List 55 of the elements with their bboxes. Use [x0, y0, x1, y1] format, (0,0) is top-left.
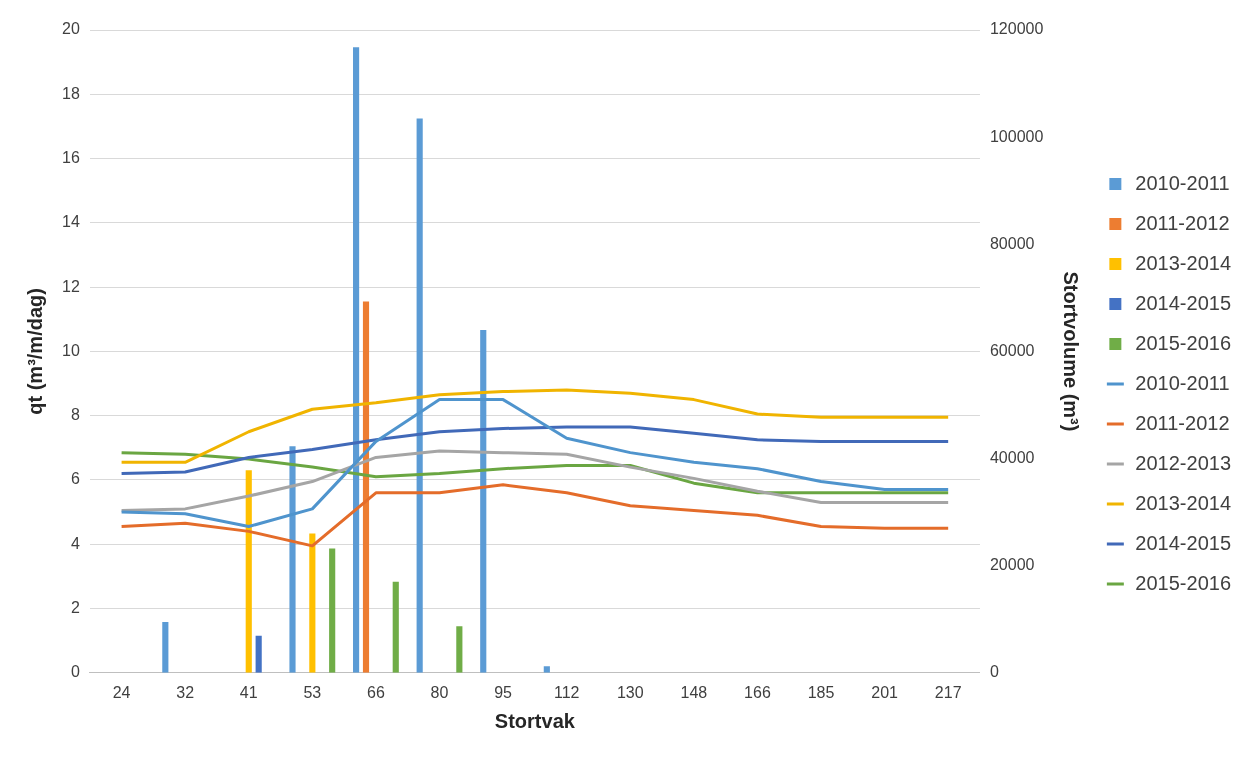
y-tick-label: 18: [62, 84, 80, 102]
y2-tick-label: 0: [989, 663, 999, 681]
legend-label: 2014-2015: [1135, 291, 1232, 314]
y2-tick-label: 40000: [989, 448, 1035, 466]
legend-label: 2010-2011: [1135, 171, 1230, 194]
y2-tick-label: 100000: [989, 127, 1044, 145]
x-tick-label: 185: [807, 683, 835, 701]
x-tick-label: 80: [430, 683, 449, 701]
x-axis-title: Stortvak: [494, 709, 576, 732]
y-tick-label: 8: [70, 406, 80, 424]
legend-label: 2013-2014: [1135, 251, 1232, 274]
x-tick-label: 24: [112, 683, 131, 701]
y-tick-label: 16: [62, 148, 80, 166]
legend-label: 2010-2011: [1135, 371, 1230, 394]
bar: [392, 581, 399, 673]
y-axis-title: qt (m³/m/dag): [23, 288, 46, 415]
bar: [329, 548, 336, 673]
legend-label: 2011-2012: [1135, 411, 1230, 434]
y2-tick-label: 120000: [989, 20, 1044, 38]
bar: [245, 470, 252, 673]
y2-tick-label: 60000: [989, 341, 1035, 359]
x-tick-label: 41: [239, 683, 258, 701]
y-tick-label: 20: [62, 20, 80, 38]
x-tick-label: 130: [616, 683, 644, 701]
legend-label: 2012-2013: [1135, 451, 1232, 474]
x-tick-label: 95: [494, 683, 513, 701]
legend-label: 2013-2014: [1135, 491, 1232, 514]
legend-label: 2014-2015: [1135, 531, 1232, 554]
x-tick-label: 217: [934, 683, 962, 701]
y-tick-label: 0: [70, 663, 80, 681]
legend-label: 2015-2016: [1135, 331, 1232, 354]
legend-label: 2015-2016: [1135, 571, 1232, 594]
y-tick-label: 4: [70, 534, 80, 552]
bar: [255, 635, 262, 673]
x-tick-label: 148: [680, 683, 708, 701]
bar: [362, 301, 370, 673]
legend-label: 2011-2012: [1135, 211, 1230, 234]
y-tick-label: 6: [70, 470, 80, 488]
y-tick-label: 2: [70, 598, 80, 616]
x-tick-label: 201: [871, 683, 899, 701]
y-tick-label: 12: [62, 277, 80, 295]
x-tick-label: 112: [553, 683, 580, 701]
x-tick-label: 66: [367, 683, 385, 701]
bar: [543, 666, 550, 673]
y-tick-label: 10: [62, 341, 80, 359]
y2-tick-label: 80000: [989, 234, 1035, 252]
bar: [162, 621, 169, 673]
y2-tick-label: 20000: [989, 556, 1035, 574]
y2-axis-title: Stortvolume (m³): [1059, 271, 1082, 432]
y-tick-label: 14: [62, 213, 80, 231]
x-tick-label: 32: [176, 683, 195, 701]
x-tick-label: 166: [744, 683, 771, 701]
x-tick-label: 53: [303, 683, 322, 701]
bar: [309, 533, 316, 673]
bar: [456, 626, 463, 673]
